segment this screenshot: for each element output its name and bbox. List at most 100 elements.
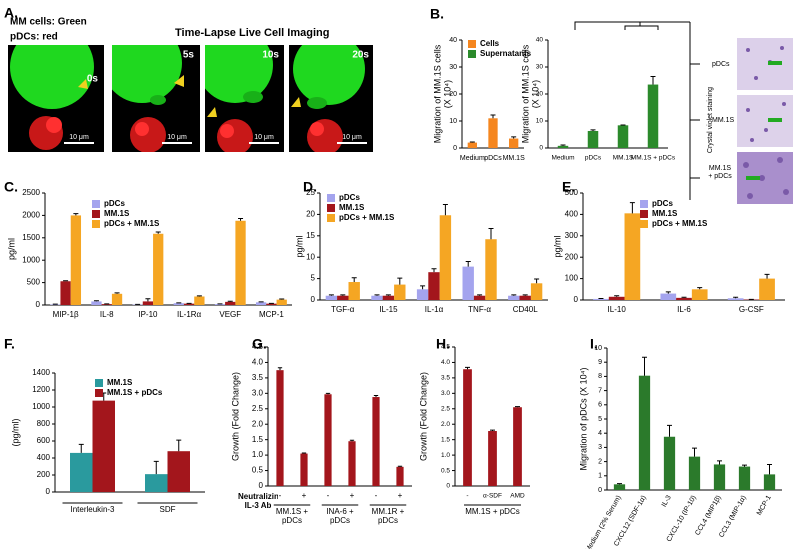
error-bar	[488, 228, 494, 240]
y-tick-label: 4	[598, 430, 602, 437]
x-tick-label: -	[466, 493, 468, 500]
bar	[92, 400, 115, 492]
bar	[60, 281, 71, 305]
legend-text: MM cells: Green	[10, 17, 87, 28]
row-label: Neutralizing IL-3 Ab	[238, 492, 278, 510]
image-label: MM.1S	[712, 117, 735, 124]
error-bar	[590, 129, 596, 131]
error-bar	[490, 114, 496, 119]
bar	[416, 289, 429, 300]
legend-label: pDCs	[339, 193, 360, 202]
error-bar	[78, 443, 84, 453]
bar	[101, 304, 112, 305]
error-bar	[764, 273, 770, 279]
error-bar	[681, 296, 687, 298]
scale-bar-label: 10 μm	[69, 134, 89, 141]
bar	[337, 295, 349, 300]
panel-letter: A.	[4, 5, 18, 21]
y-tick-label: 1000	[22, 255, 40, 264]
x-tick-label: -	[327, 491, 330, 500]
error-bar	[351, 277, 357, 283]
bracket	[574, 21, 700, 200]
y-tick-label: 2.0	[441, 421, 450, 428]
micrograph: 5s 10 μm	[112, 45, 200, 152]
bar	[153, 233, 164, 305]
y-tick-label: 0	[446, 483, 450, 490]
legend-label: MM.1S + pDCs	[107, 388, 163, 397]
bar	[738, 466, 751, 490]
bar	[488, 118, 498, 148]
bar	[428, 272, 440, 300]
y-axis-label: pg/ml	[6, 238, 16, 260]
y-tick-label: 4.0	[252, 358, 264, 367]
bar	[194, 296, 205, 305]
error-bar	[153, 460, 159, 475]
y-tick-label: 400	[37, 453, 51, 462]
error-bar	[522, 294, 528, 296]
error-bar	[650, 75, 656, 85]
y-axis-label: Migration of MM.1S cells	[432, 44, 442, 143]
y-tick-label: 6	[598, 402, 602, 409]
y-tick-label: 3.0	[441, 390, 450, 397]
bar	[638, 375, 651, 490]
y-tick-label: 9	[598, 359, 602, 366]
x-tick-label: MM.1S + pDCs	[631, 155, 676, 162]
row-label-box: Neutralizing IL-3 Ab	[238, 492, 278, 510]
error-bar	[742, 464, 747, 467]
micrograph: 10s 10 μm	[205, 45, 284, 152]
y-tick-label: 0	[598, 487, 602, 494]
stain-images	[737, 38, 793, 204]
y-tick-label: 500	[565, 188, 579, 197]
bar	[300, 453, 308, 486]
y-tick-label: 8	[598, 373, 602, 380]
bar	[713, 464, 726, 490]
error-bar	[667, 424, 672, 437]
group-label-box: INA-6 + pDCs	[326, 507, 353, 525]
error-bar	[511, 136, 517, 139]
error-bar	[277, 367, 283, 371]
x-tick-label: MCP-1	[259, 310, 284, 319]
bar	[593, 298, 609, 300]
x-tick-label: IL-3	[661, 494, 673, 508]
bar	[394, 284, 406, 300]
legend-label: Cells	[480, 39, 500, 48]
y-tick-label: 0.5	[441, 467, 450, 474]
error-bar	[155, 231, 161, 234]
micrograph: 20s 10 μm	[289, 45, 373, 152]
y-tick-label: 0	[574, 295, 579, 304]
error-bar	[373, 394, 379, 398]
time-label: 20s	[352, 50, 369, 61]
time-label: 10s	[262, 50, 279, 61]
y-tick-label: 600	[37, 436, 51, 445]
x-tick-label: CCL3 (MIP-1α)	[718, 494, 748, 538]
error-bar	[196, 295, 202, 297]
error-bar	[642, 356, 647, 376]
y-tick-label: 5	[311, 274, 316, 283]
y-tick-label: 1.0	[252, 450, 264, 459]
legend-swatch	[640, 220, 648, 228]
legend-swatch	[95, 389, 103, 397]
bar	[617, 125, 629, 148]
y-tick-label: 1.5	[252, 435, 264, 444]
legend-swatch	[92, 210, 100, 218]
y-tick-label: 0.5	[252, 466, 264, 475]
y-tick-label: 1	[598, 473, 602, 480]
x-tick-label: IL-8	[100, 310, 114, 319]
y-tick-label: 25	[306, 188, 315, 197]
group-label: MM.1S + pDCs	[465, 507, 520, 516]
y-tick-label: 3	[598, 444, 602, 451]
legend-swatch	[327, 214, 335, 222]
panel-letter: H.	[436, 336, 450, 352]
bar	[167, 451, 190, 492]
error-bar	[442, 204, 448, 216]
group-label-box: MM.1S + pDCs	[465, 507, 520, 516]
error-bar	[349, 439, 355, 442]
legend-label: pDCs	[652, 199, 673, 208]
y-tick-label: 4.5	[252, 342, 264, 351]
legend-label: pDCs + MM.1S	[104, 219, 160, 228]
legend-label: pDCs	[104, 199, 125, 208]
x-tick-label: IL-1α	[425, 305, 444, 314]
bar	[276, 370, 284, 486]
bar	[608, 296, 625, 300]
y-tick-label: 2.0	[252, 419, 264, 428]
